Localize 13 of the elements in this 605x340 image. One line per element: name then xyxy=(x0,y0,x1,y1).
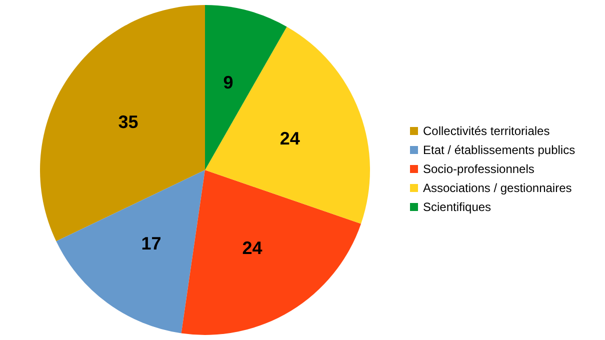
data-label: 17 xyxy=(141,233,162,254)
data-label: 24 xyxy=(280,128,300,148)
pie-slice xyxy=(205,26,370,224)
pie-slice xyxy=(56,170,205,334)
legend-label: Scientifiques xyxy=(423,200,492,214)
data-label: 35 xyxy=(118,112,138,132)
legend-label: Associations / gestionnaires xyxy=(423,181,572,196)
data-label: 24 xyxy=(242,238,262,258)
data-label: 9 xyxy=(223,72,234,93)
pie-slice xyxy=(181,170,362,335)
legend-label: Socio-professionnels xyxy=(423,162,534,176)
legend-label: Etat / établissements publics xyxy=(423,143,576,158)
legend-label: Collectivités territoriales xyxy=(423,124,550,138)
